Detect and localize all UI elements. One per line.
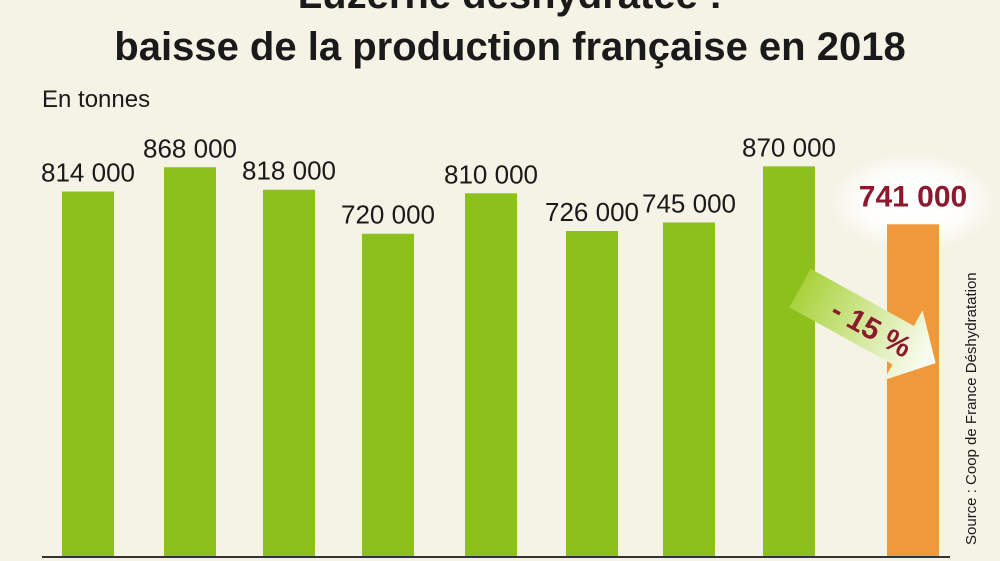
bar-value-label: 814 000 xyxy=(41,158,135,188)
bar xyxy=(566,231,618,557)
bar-value-label-highlight: 741 000 xyxy=(859,180,967,213)
bar xyxy=(263,189,315,557)
source-label: Source : Coop de France Déshydratation xyxy=(963,272,980,545)
bar-value-label: 810 000 xyxy=(444,159,538,189)
bar-value-label: 720 000 xyxy=(341,200,435,230)
bar-highlight xyxy=(887,224,939,557)
bar xyxy=(465,193,517,557)
bar-value-label: 745 000 xyxy=(642,188,736,218)
bar-value-label: 868 000 xyxy=(143,133,237,163)
chart-title: Luzerne déshydratée : xyxy=(298,0,723,17)
bar-value-label: 818 000 xyxy=(242,156,336,186)
bar xyxy=(663,222,715,557)
bar-value-label: 726 000 xyxy=(545,197,639,227)
y-axis-unit-label: En tonnes xyxy=(42,86,150,113)
bar xyxy=(62,191,114,557)
decrease-arrow-icon xyxy=(789,268,936,381)
bar xyxy=(763,166,815,557)
bar xyxy=(164,167,216,557)
bar xyxy=(362,233,414,557)
bar-value-label: 870 000 xyxy=(742,132,836,162)
chart-subtitle: baisse de la production française en 201… xyxy=(114,25,905,69)
highlight-label-glow xyxy=(828,152,998,253)
